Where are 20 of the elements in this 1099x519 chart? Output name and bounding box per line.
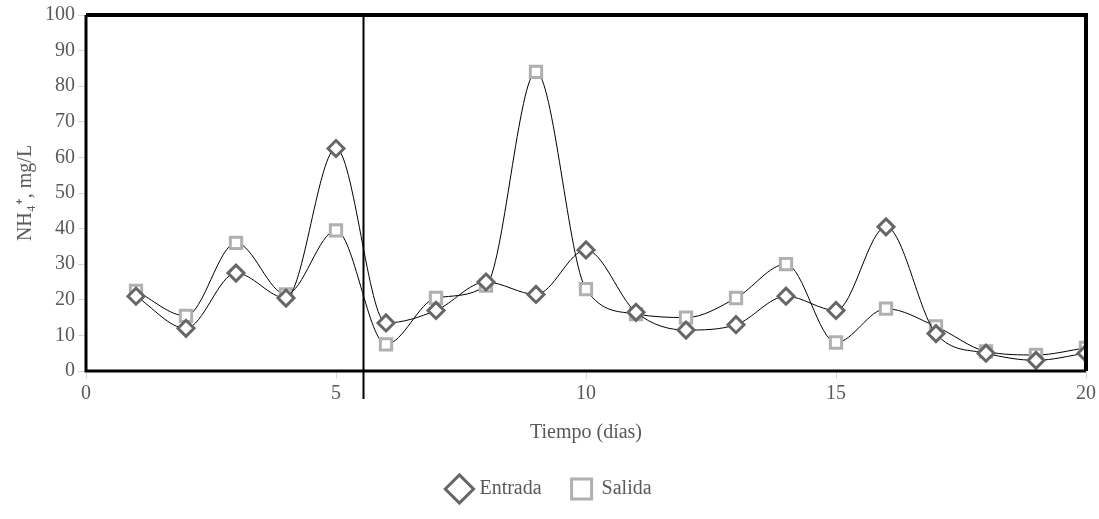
legend-label: Salida [601, 476, 652, 499]
y-tick-label: 10 [55, 322, 75, 345]
y-tick-label: 0 [65, 358, 75, 381]
y-tick-label: 20 [55, 287, 75, 310]
x-tick-label: 20 [1076, 381, 1096, 404]
y-tick-label: 50 [55, 180, 75, 203]
y-tick-label: 40 [55, 215, 75, 238]
y-tick-label: 100 [45, 2, 75, 25]
y-axis-title: NH₄⁺, mg/L [13, 144, 37, 242]
y-tick-label: 90 [55, 37, 75, 60]
y-tick-label: 80 [55, 73, 75, 96]
x-axis-title: Tiempo (días) [529, 420, 643, 444]
x-tick-label: 10 [576, 381, 596, 404]
y-tick-label: 30 [55, 251, 75, 274]
y-tick-label: 60 [55, 144, 75, 167]
x-tick-label: 5 [331, 381, 341, 404]
legend-label: Entrada [479, 476, 542, 499]
x-tick-label: 15 [826, 381, 846, 404]
y-tick-label: 70 [55, 109, 75, 132]
x-tick-label: 0 [81, 381, 91, 404]
